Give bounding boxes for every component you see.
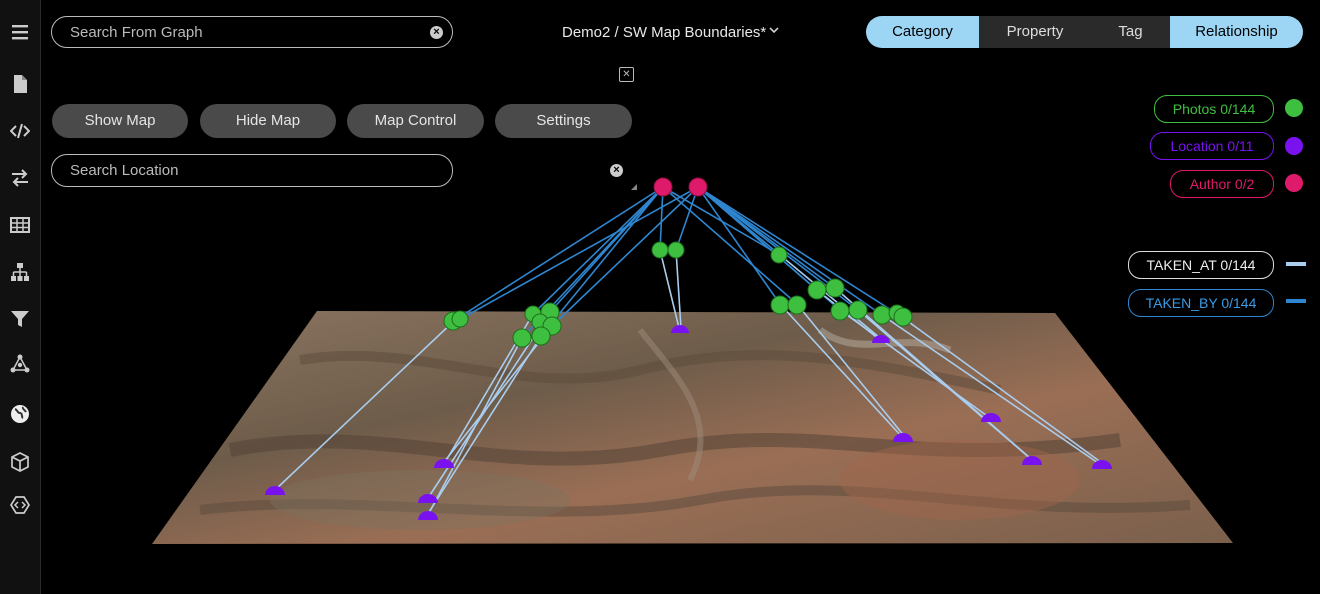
sidebar	[0, 0, 41, 594]
chevron-down-icon[interactable]	[768, 24, 780, 36]
location-nodes[interactable]	[265, 325, 1112, 520]
show-map-button[interactable]: Show Map	[52, 104, 188, 138]
hide-map-button[interactable]: Hide Map	[200, 104, 336, 138]
document-icon[interactable]	[8, 72, 32, 96]
location-color-dot	[1285, 137, 1303, 155]
taken-by-line-swatch	[1286, 299, 1306, 303]
hierarchy-icon[interactable]	[8, 260, 32, 284]
resize-handle-icon[interactable]	[631, 184, 637, 190]
legend-taken-by[interactable]: TAKEN_BY 0/144	[1128, 289, 1274, 317]
menu-icon[interactable]	[8, 20, 32, 44]
author-color-dot	[1285, 174, 1303, 192]
code-icon[interactable]	[8, 119, 32, 143]
legend-taken-at[interactable]: TAKEN_AT 0/144	[1128, 251, 1274, 279]
settings-button[interactable]: Settings	[495, 104, 632, 138]
swap-icon[interactable]	[8, 166, 32, 190]
tab-relationship[interactable]: Relationship	[1170, 16, 1303, 48]
view-mode-tabs: Category Property Tag Relationship	[866, 16, 1303, 48]
location-search-box	[51, 154, 453, 187]
photo-nodes[interactable]	[443, 241, 913, 348]
location-search-input[interactable]	[68, 161, 412, 180]
tab-property[interactable]: Property	[979, 16, 1091, 48]
clear-graph-search-icon[interactable]: ×	[430, 26, 443, 39]
graph-search-input[interactable]	[68, 23, 412, 42]
graph-search-box: ×	[51, 16, 453, 48]
legend-author[interactable]: Author 0/2	[1170, 170, 1274, 198]
plugin-icon[interactable]	[8, 493, 32, 517]
tab-category[interactable]: Category	[866, 16, 979, 48]
photos-color-dot	[1285, 99, 1303, 117]
legend-photos[interactable]: Photos 0/144	[1154, 95, 1274, 123]
graph-title[interactable]: Demo2 / SW Map Boundaries*	[562, 24, 767, 41]
terrain-map	[152, 311, 1233, 544]
clear-location-search-icon[interactable]: ×	[610, 164, 623, 177]
tab-tag[interactable]: Tag	[1091, 16, 1170, 48]
legend-location[interactable]: Location 0/11	[1150, 132, 1274, 160]
close-panel-icon[interactable]: ✕	[619, 67, 634, 82]
globe-icon[interactable]	[8, 402, 32, 426]
taken-at-line-swatch	[1286, 262, 1306, 266]
author-nodes[interactable]	[653, 177, 708, 197]
graph-icon[interactable]	[8, 352, 32, 376]
filter-icon[interactable]	[8, 307, 32, 331]
map-control-button[interactable]: Map Control	[347, 104, 484, 138]
table-icon[interactable]	[8, 213, 32, 237]
cube-icon[interactable]	[8, 450, 32, 474]
